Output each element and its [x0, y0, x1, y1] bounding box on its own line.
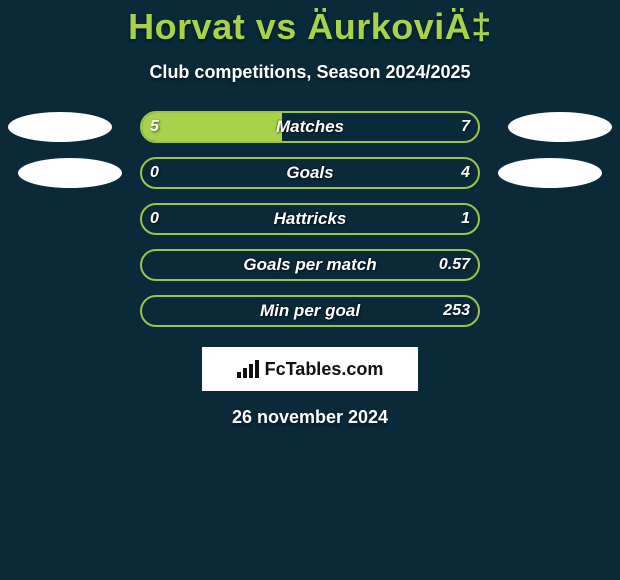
team-right-marker: [508, 112, 612, 142]
bar-track: [140, 157, 480, 189]
stat-row: Goals per match0.57: [0, 249, 620, 281]
source-badge: FcTables.com: [202, 347, 418, 391]
page-title: Horvat vs ÄurkoviÄ‡: [0, 0, 620, 48]
team-right-marker: [498, 158, 602, 188]
team-left-marker: [18, 158, 122, 188]
bars-icon: [237, 360, 259, 378]
team-left-marker: [8, 112, 112, 142]
footer-date: 26 november 2024: [0, 407, 620, 428]
bar-track: [140, 111, 480, 143]
source-badge-text: FcTables.com: [265, 359, 384, 380]
bar-track: [140, 295, 480, 327]
stat-row: Min per goal253: [0, 295, 620, 327]
bar-track: [140, 203, 480, 235]
bar-track: [140, 249, 480, 281]
page-subtitle: Club competitions, Season 2024/2025: [0, 62, 620, 83]
stat-row: Hattricks01: [0, 203, 620, 235]
comparison-canvas: Horvat vs ÄurkoviÄ‡ Club competitions, S…: [0, 0, 620, 580]
stat-rows: Matches57 Goals04 Hattricks01 Goals per mat…: [0, 111, 620, 327]
stat-row: Matches57: [0, 111, 620, 143]
bar-fill: [142, 113, 282, 141]
stat-row: Goals04: [0, 157, 620, 189]
